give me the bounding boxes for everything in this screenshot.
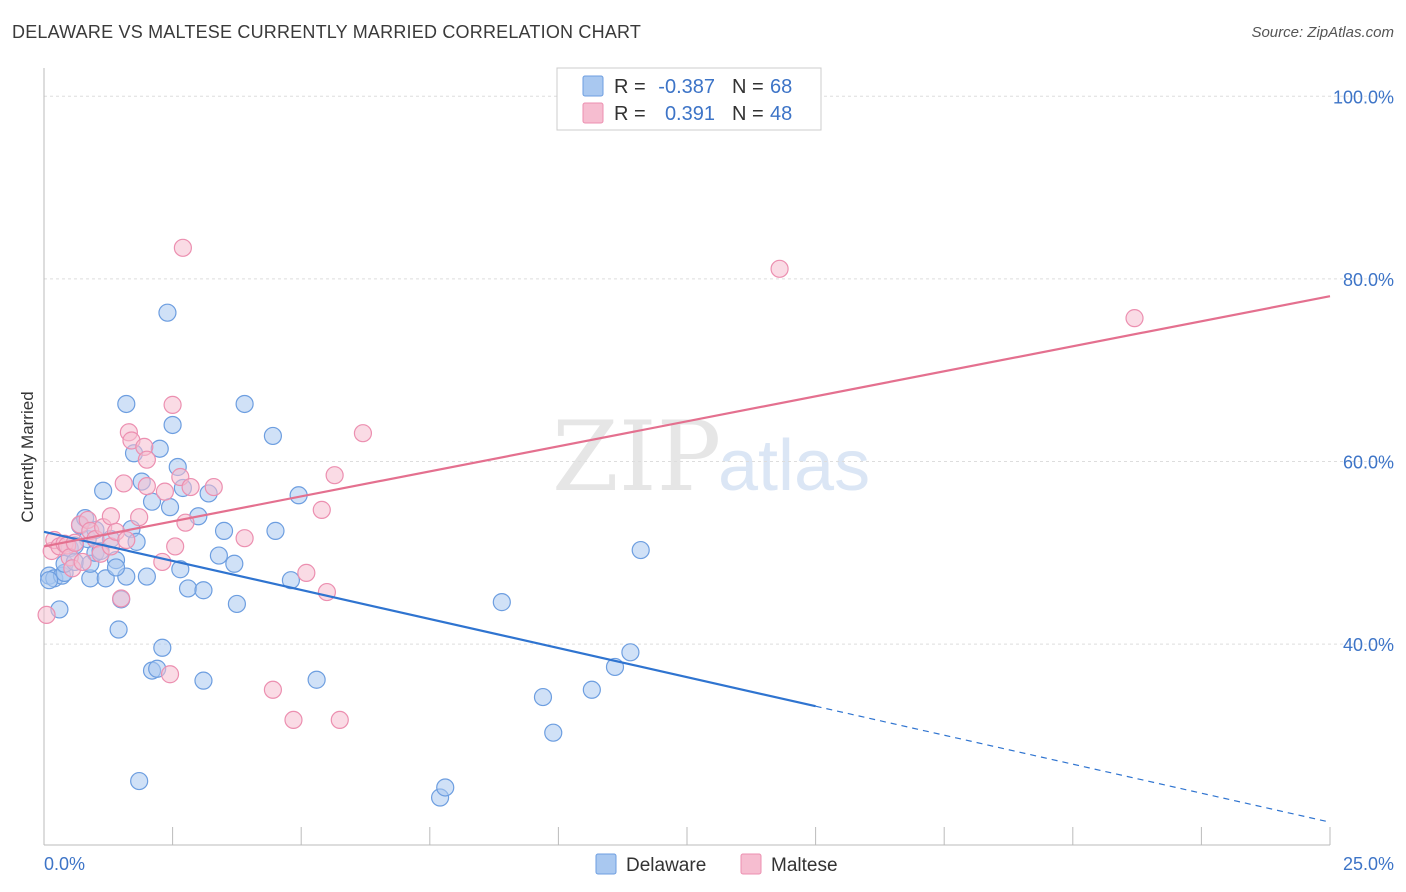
point-maltese — [112, 589, 131, 608]
point-maltese — [1125, 309, 1144, 328]
y-tick-label: 80.0% — [1343, 270, 1394, 290]
point-delaware — [533, 687, 553, 707]
legend-swatch-delaware — [582, 75, 604, 97]
chart-title: DELAWARE VS MALTESE CURRENTLY MARRIED CO… — [12, 22, 642, 42]
legend-box: R = -0.387 N = 68 R = 0.391 N = 48 — [556, 67, 822, 131]
gridlines — [44, 95, 1394, 645]
source-credit: Source: ZipAtlas.com — [1251, 24, 1394, 41]
point-delaware — [307, 670, 326, 689]
point-maltese — [284, 710, 303, 730]
point-delaware — [209, 546, 228, 565]
point-delaware — [137, 567, 156, 586]
x-ticks — [43, 827, 1331, 845]
y-axis-label: Currently Married — [18, 391, 37, 522]
y-tick-label: 40.0% — [1343, 635, 1394, 655]
watermark-atlas: atlas — [718, 426, 870, 506]
trendline-delaware-extension — [815, 705, 1331, 823]
point-maltese — [153, 552, 172, 572]
point-delaware — [117, 394, 136, 414]
point-maltese — [173, 238, 192, 257]
legend-n-value-2: 48 — [770, 103, 792, 125]
point-delaware — [214, 521, 234, 540]
point-maltese — [114, 474, 133, 493]
legend-swatch-maltese — [582, 102, 604, 124]
legend-n-label-2: N = — [732, 103, 764, 125]
y-tick-label: 100.0% — [1333, 87, 1394, 107]
point-maltese — [101, 507, 120, 526]
point-delaware — [171, 560, 190, 579]
point-maltese — [130, 508, 149, 527]
point-delaware — [40, 571, 59, 590]
point-delaware — [153, 638, 172, 657]
trendline-delaware — [43, 530, 816, 708]
point-delaware — [106, 558, 126, 577]
legend-r-value-1: -0.387 — [658, 76, 715, 98]
legend-n-value-1: 68 — [770, 76, 792, 98]
point-maltese — [297, 563, 316, 582]
point-maltese — [353, 424, 373, 443]
bottom-legend-swatch-maltese — [740, 853, 762, 875]
point-delaware — [194, 581, 213, 600]
point-delaware — [263, 426, 283, 446]
point-delaware — [621, 643, 640, 662]
point-delaware — [582, 680, 601, 699]
point-delaware — [225, 554, 244, 573]
y-tick-label: 60.0% — [1343, 453, 1394, 473]
point-delaware — [163, 415, 182, 435]
point-maltese — [770, 259, 789, 278]
point-maltese — [181, 477, 200, 497]
legend-r-value-2: 0.391 — [665, 103, 715, 125]
point-delaware — [235, 394, 254, 414]
point-maltese — [312, 500, 331, 519]
point-maltese — [137, 450, 156, 469]
point-delaware — [631, 540, 650, 560]
x-tick-label-max: 25.0% — [1343, 854, 1394, 874]
trendline-maltese — [43, 295, 1331, 548]
point-delaware — [266, 521, 285, 540]
point-maltese — [117, 530, 136, 550]
y-tick-labels: 40.0% 60.0% 80.0% 100.0% — [1333, 87, 1394, 655]
point-maltese — [137, 477, 156, 496]
point-maltese — [325, 466, 344, 485]
legend-n-label-1: N = — [732, 76, 764, 98]
point-delaware — [109, 620, 128, 639]
point-delaware — [130, 771, 149, 791]
watermark-zip: ZIP — [552, 401, 721, 513]
point-maltese — [166, 537, 185, 556]
point-maltese — [160, 665, 180, 684]
point-maltese — [73, 552, 92, 572]
bottom-legend-delaware: Delaware — [626, 855, 706, 876]
bottom-legend: Delaware Maltese — [595, 853, 838, 876]
point-delaware — [94, 481, 113, 500]
point-maltese — [155, 482, 174, 501]
bottom-legend-maltese: Maltese — [771, 855, 838, 876]
point-delaware — [492, 593, 511, 612]
x-tick-label-min: 0.0% — [44, 854, 85, 874]
point-delaware — [158, 303, 177, 322]
point-maltese — [204, 477, 223, 497]
point-delaware — [194, 671, 213, 690]
point-maltese — [330, 710, 349, 730]
point-delaware — [160, 498, 180, 517]
point-maltese — [235, 529, 254, 548]
point-delaware — [178, 579, 198, 598]
point-maltese — [263, 680, 283, 699]
point-delaware — [227, 594, 246, 614]
series-delaware-points — [40, 303, 650, 807]
legend-r-label-1: R = — [614, 76, 646, 98]
bottom-legend-swatch-delaware — [595, 853, 617, 875]
legend-r-label-2: R = — [614, 103, 646, 125]
point-maltese — [163, 395, 182, 414]
point-maltese — [37, 605, 56, 625]
point-delaware — [544, 723, 563, 742]
trend-lines — [43, 295, 1331, 823]
point-delaware — [436, 778, 455, 797]
